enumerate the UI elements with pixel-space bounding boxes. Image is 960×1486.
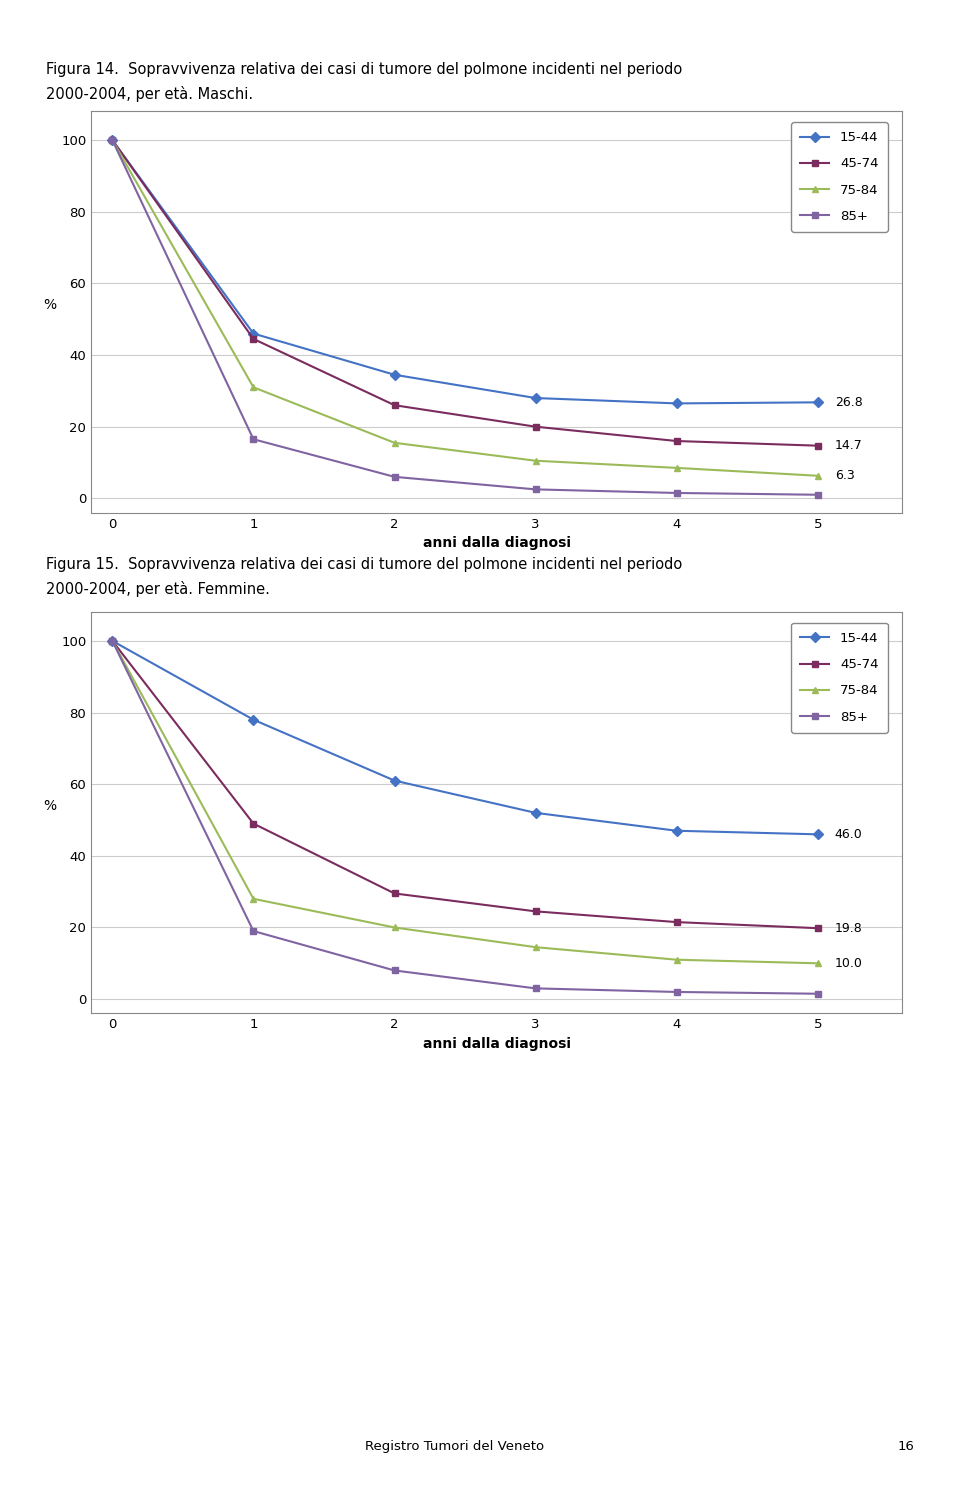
Text: 46.0: 46.0 <box>834 828 862 841</box>
X-axis label: anni dalla diagnosi: anni dalla diagnosi <box>422 1037 571 1051</box>
Text: Figura 15.  Sopravvivenza relativa dei casi di tumore del polmone incidenti nel : Figura 15. Sopravvivenza relativa dei ca… <box>46 557 683 572</box>
Text: 6.3: 6.3 <box>834 470 854 483</box>
Y-axis label: %: % <box>43 799 57 813</box>
Text: Figura 14.  Sopravvivenza relativa dei casi di tumore del polmone incidenti nel : Figura 14. Sopravvivenza relativa dei ca… <box>46 62 683 77</box>
Text: 26.8: 26.8 <box>834 395 862 409</box>
Legend: 15-44, 45-74, 75-84, 85+: 15-44, 45-74, 75-84, 85+ <box>791 623 888 733</box>
Legend: 15-44, 45-74, 75-84, 85+: 15-44, 45-74, 75-84, 85+ <box>791 122 888 232</box>
Text: 14.7: 14.7 <box>834 440 862 452</box>
Text: Registro Tumori del Veneto: Registro Tumori del Veneto <box>365 1440 544 1453</box>
Text: 2000-2004, per età. Maschi.: 2000-2004, per età. Maschi. <box>46 86 253 103</box>
Text: 16: 16 <box>898 1440 915 1453</box>
Y-axis label: %: % <box>43 299 57 312</box>
Text: 19.8: 19.8 <box>834 921 862 935</box>
X-axis label: anni dalla diagnosi: anni dalla diagnosi <box>422 536 571 550</box>
Text: 10.0: 10.0 <box>834 957 862 970</box>
Text: 2000-2004, per età. Femmine.: 2000-2004, per età. Femmine. <box>46 581 270 597</box>
